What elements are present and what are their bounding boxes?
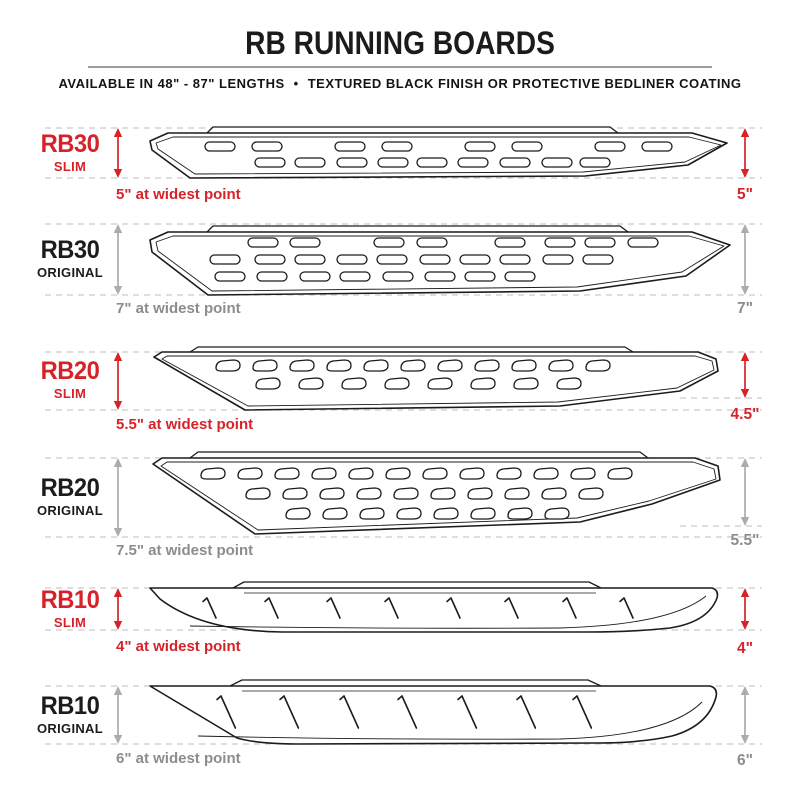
tread-marks	[216, 695, 593, 729]
model-name: RB20	[40, 357, 100, 385]
board-outline	[149, 126, 728, 179]
dimension-arrow-icon	[740, 352, 750, 398]
model-label: RB20 SLIM	[22, 357, 118, 401]
page-title: RB RUNNING BOARDS	[245, 25, 555, 61]
board-drawing-rb20-original	[45, 451, 762, 538]
model-variant: SLIM	[53, 386, 87, 401]
title-divider	[88, 66, 712, 68]
height-measure: 4.5"	[730, 406, 760, 423]
model-variant: ORIGINAL	[37, 265, 103, 280]
dimension-arrow-icon	[113, 686, 123, 744]
model-name: RB10	[40, 586, 100, 614]
model-name: RB10	[40, 692, 100, 720]
board-drawing-rb30-slim	[45, 126, 762, 179]
model-label: RB10 SLIM	[22, 586, 118, 630]
model-variant: ORIGINAL	[37, 503, 103, 518]
tread-marks	[209, 237, 659, 282]
height-measure: 4"	[737, 640, 753, 657]
widest-point-note: 6" at widest point	[116, 750, 241, 767]
board-drawing-rb20-slim	[45, 346, 762, 411]
model-label: RB30 ORIGINAL	[22, 236, 118, 280]
dimension-arrow-icon	[740, 458, 750, 526]
subtitle: AVAILABLE IN 48" - 87" LENGTHS • TEXTURED …	[0, 76, 800, 91]
model-name: RB30	[40, 236, 100, 264]
tread-marks	[200, 467, 633, 520]
bullet-separator: •	[293, 76, 299, 91]
model-label: RB20 ORIGINAL	[22, 474, 118, 518]
dimension-arrow-icon	[740, 588, 750, 630]
height-measure: 6"	[737, 752, 753, 769]
widest-point-note: 4" at widest point	[116, 638, 241, 655]
height-measure: 5"	[737, 186, 753, 203]
dimension-arrow-icon	[113, 588, 123, 630]
dimension-arrow-icon	[113, 458, 123, 537]
model-name: RB20	[40, 474, 100, 502]
subtitle-finish: TEXTURED BLACK FINISH OR PROTECTIVE BEDL…	[307, 76, 742, 91]
model-label: RB30 SLIM	[22, 130, 118, 174]
board-drawing-rb10-slim	[45, 581, 762, 633]
height-measure: 7"	[737, 300, 753, 317]
widest-point-note: 5" at widest point	[116, 186, 241, 203]
board-drawing-rb10-original	[45, 679, 762, 745]
dimension-arrow-icon	[113, 128, 123, 178]
tread-marks	[204, 141, 673, 168]
model-variant: SLIM	[53, 615, 87, 630]
widest-point-note: 5.5" at widest point	[116, 416, 254, 433]
dimension-arrow-icon	[113, 224, 123, 295]
model-label: RB10 ORIGINAL	[22, 692, 118, 736]
widest-point-note: 7" at widest point	[116, 300, 241, 317]
tread-marks	[202, 597, 634, 619]
dimension-arrow-icon	[113, 352, 123, 410]
board-drawing-rb30-original	[45, 223, 762, 296]
dimension-arrow-icon	[740, 128, 750, 178]
widest-point-note: 7.5" at widest point	[116, 542, 254, 559]
subtitle-lengths: AVAILABLE IN 48" - 87" LENGTHS	[58, 76, 285, 91]
model-name: RB30	[40, 130, 100, 158]
tread-marks	[215, 359, 611, 390]
model-variant: ORIGINAL	[37, 721, 103, 736]
board-outline	[149, 679, 718, 745]
dimension-arrow-icon	[740, 686, 750, 744]
height-measure: 5.5"	[730, 532, 760, 549]
model-variant: SLIM	[53, 159, 87, 174]
dimension-arrow-icon	[740, 224, 750, 295]
board-outline	[149, 581, 719, 633]
